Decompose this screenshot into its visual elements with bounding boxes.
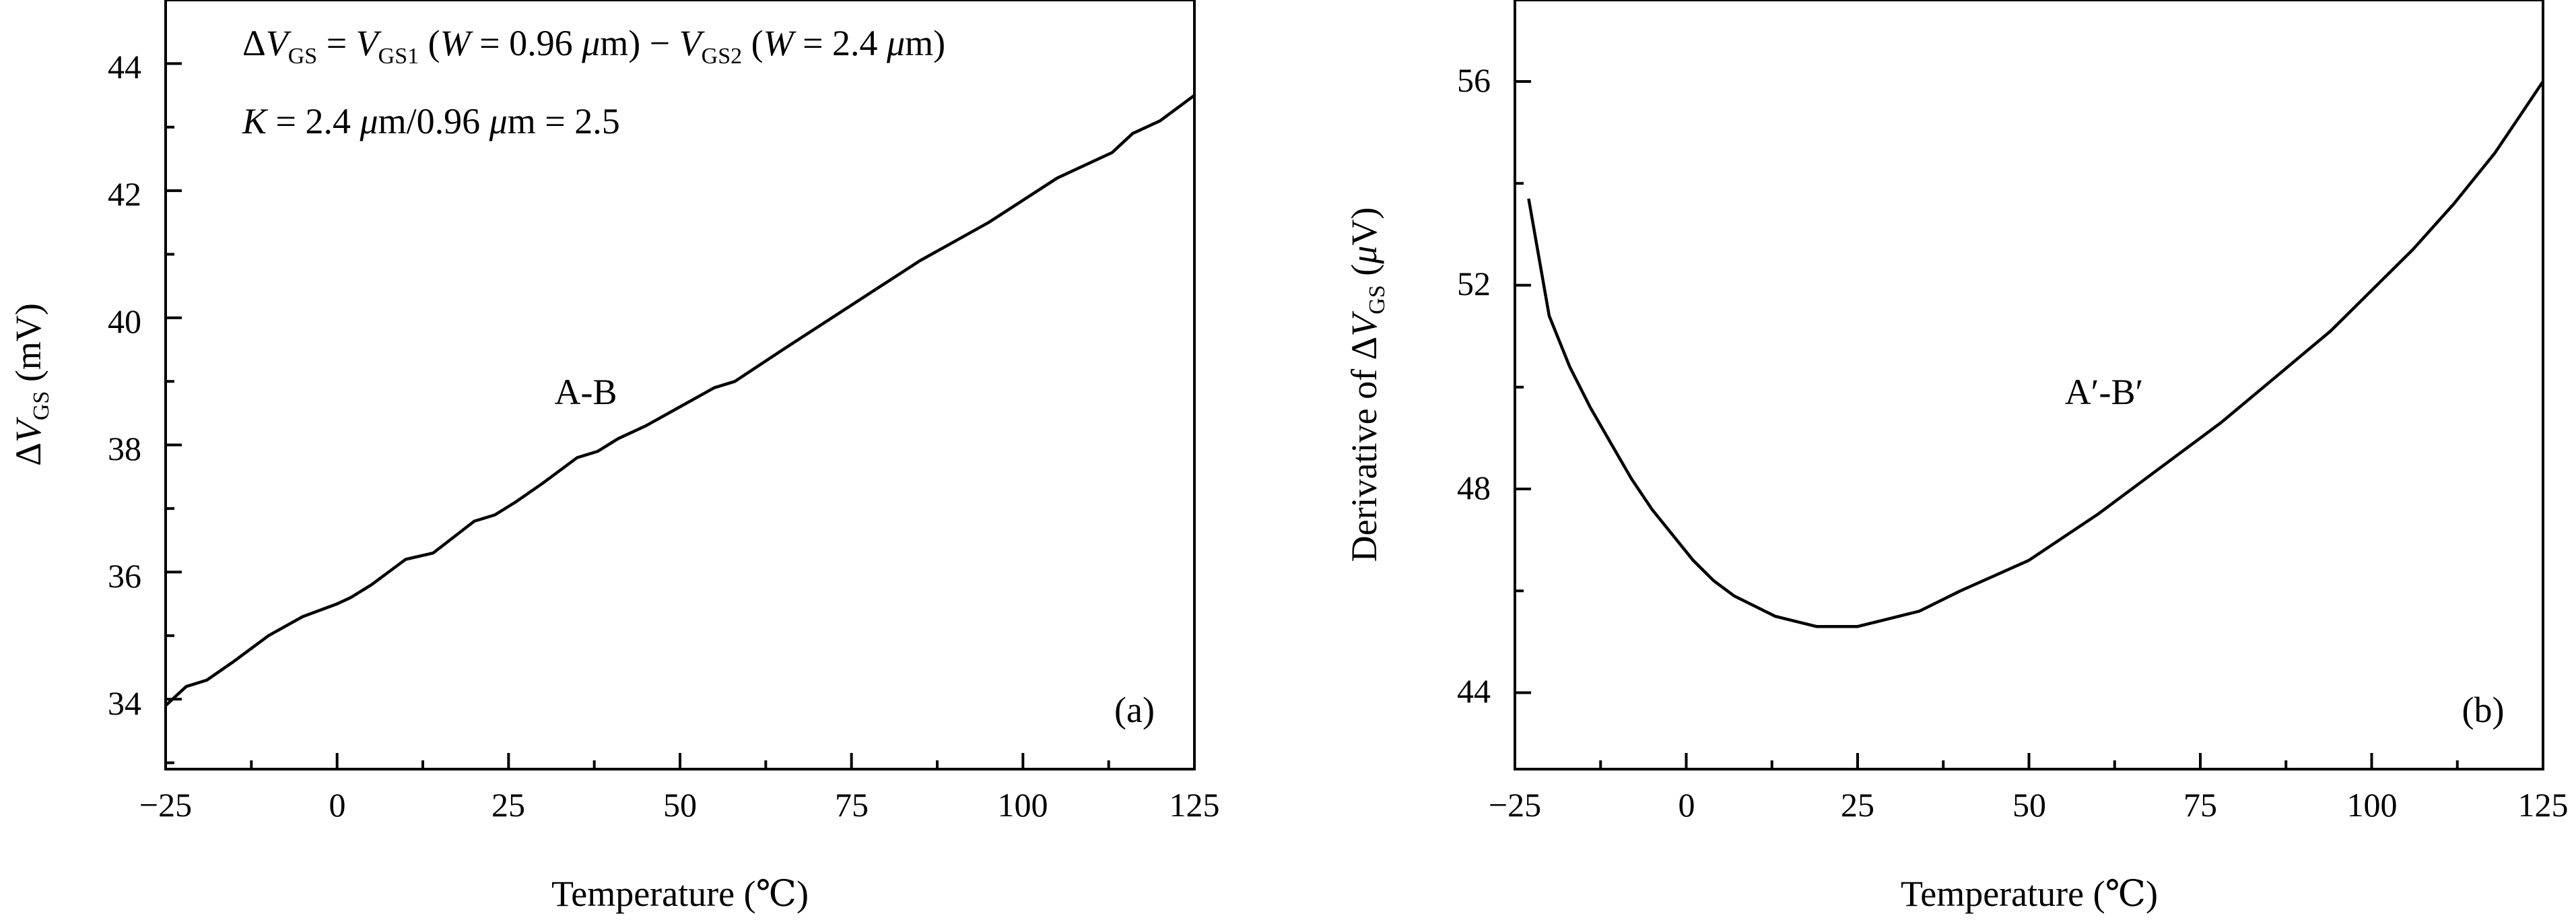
x-tick-label: 25: [492, 786, 525, 824]
series-label-a-b: A-B: [555, 372, 617, 412]
x-axis-title-b: Temperature (℃): [1901, 874, 2158, 914]
y-tick-label: 38: [108, 430, 141, 467]
chart-panel-a: 34 36 38 40 42 44 −25 0 25 50 75 100 125…: [8, 0, 1220, 914]
chart-panel-b: 44 48 52 56 −25 0 25 50 75 100 125 Deriv…: [1344, 0, 2569, 914]
x-tick-labels-b: −25 0 25 50 75 100 125: [1489, 786, 2569, 824]
series-line-a-prime-b-prime: [1527, 80, 2544, 628]
x-tick-label: 75: [835, 786, 869, 824]
series-label-a-prime-b-prime: A′-B′: [2065, 372, 2144, 412]
x-tick-label: 25: [1841, 786, 1874, 824]
y-tick-label: 42: [108, 175, 141, 213]
panel-tag-b: (b): [2462, 690, 2505, 730]
y-tick-label: 36: [108, 557, 141, 595]
x-tick-labels-a: −25 0 25 50 75 100 125: [139, 786, 1220, 824]
y-tick-label: 48: [1457, 469, 1491, 506]
panel-tag-a: (a): [1114, 690, 1155, 730]
annotation-delta-vgs-definition: ΔVGS = VGS1 (W = 0.96 μm) − VGS2 (W = 2.…: [242, 23, 945, 69]
y-tick-label: 56: [1457, 61, 1491, 99]
plot-frame-b: [1514, 0, 2544, 770]
y-tick-label: 44: [1457, 672, 1491, 710]
x-tick-label: 75: [2183, 786, 2217, 824]
x-tick-label: 100: [998, 786, 1048, 824]
x-tick-label: 50: [2012, 786, 2046, 824]
x-axis-title-a: Temperature (℃): [551, 874, 809, 914]
y-tick-label: 40: [108, 302, 141, 340]
y-tick-labels-a: 34 36 38 40 42 44: [108, 48, 141, 722]
x-tick-label: 125: [2518, 786, 2569, 824]
x-tick-label: 125: [1170, 786, 1220, 824]
y-tick-label: 34: [108, 684, 141, 722]
annotation-k-ratio: K = 2.4 μm/0.96 μm = 2.5: [242, 101, 620, 141]
x-tick-label: 100: [2347, 786, 2398, 824]
y-tick-labels-b: 44 48 52 56: [1457, 61, 1491, 710]
x-tick-label: 0: [329, 786, 346, 824]
y-axis-title-a: ΔVGS (mV): [8, 303, 54, 466]
x-tick-label: −25: [139, 786, 192, 824]
y-tick-label: 44: [108, 48, 141, 86]
x-tick-label: 0: [1679, 786, 1695, 824]
y-axis-title-b: Derivative of ΔVGS (μV): [1344, 207, 1390, 562]
y-tick-label: 52: [1457, 265, 1491, 302]
series-line-a-b: [164, 94, 1196, 707]
x-tick-label: 50: [663, 786, 697, 824]
ticks-a: [164, 62, 1196, 769]
ticks-b: [1514, 80, 2544, 769]
x-tick-label: −25: [1489, 786, 1541, 824]
